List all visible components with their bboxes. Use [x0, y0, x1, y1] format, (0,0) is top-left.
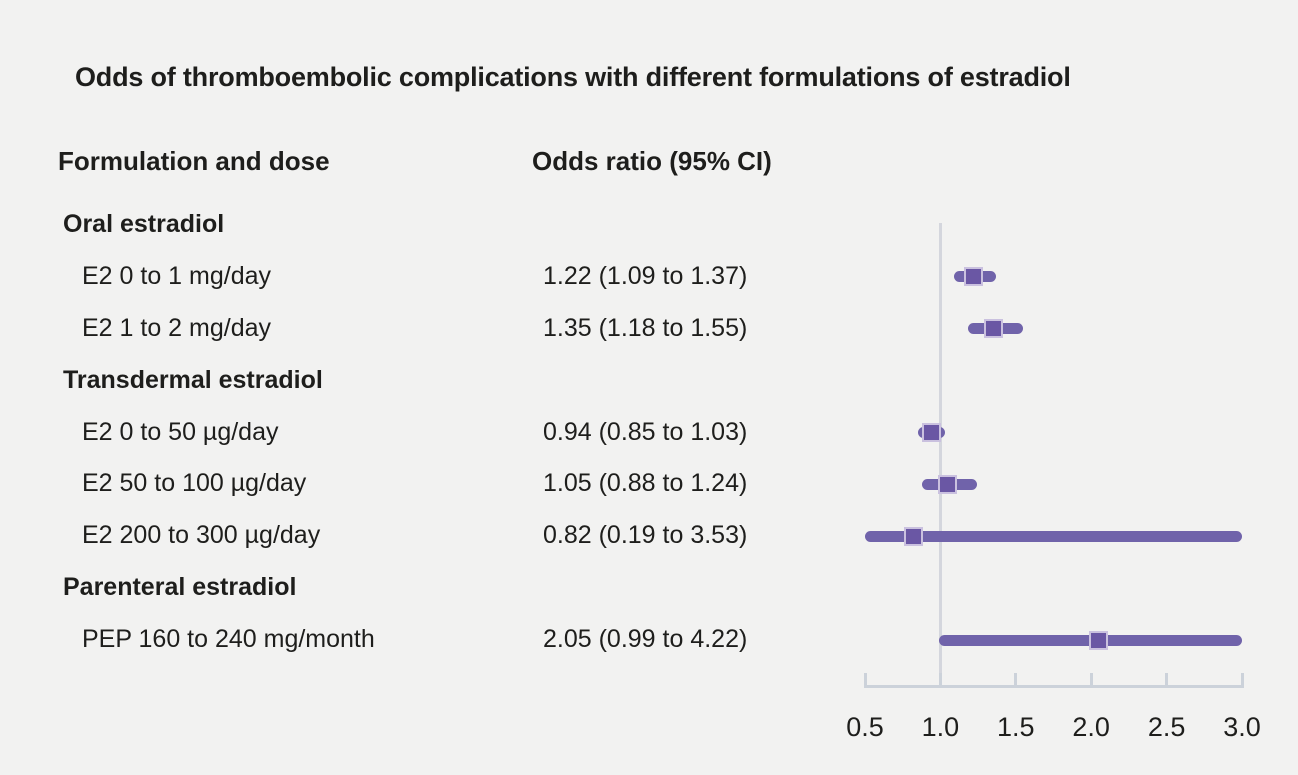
x-axis-tick — [1089, 673, 1093, 685]
or-value: 1.22 (1.09 to 1.37) — [543, 261, 748, 290]
column-header-formulation: Formulation and dose — [58, 146, 330, 176]
estimate-marker — [964, 267, 984, 287]
x-axis-tick — [863, 673, 867, 685]
x-axis-tick — [1014, 673, 1018, 685]
x-axis-tick-label: 3.0 — [1223, 712, 1261, 742]
x-axis-tick-label: 2.5 — [1147, 712, 1186, 742]
or-value: 0.82 (0.19 to 3.53) — [543, 521, 748, 550]
column-header-odds-ratio: Odds ratio (95% CI) — [532, 146, 772, 176]
estimate-marker — [983, 319, 1003, 339]
or-value: 1.35 (1.18 to 1.55) — [543, 313, 748, 342]
x-axis-line — [863, 685, 1244, 688]
reference-line — [938, 223, 942, 688]
row-label: E2 200 to 300 µg/day — [82, 521, 321, 550]
row-label-group: Oral estradiol — [63, 210, 225, 238]
x-axis-tick-label: 2.0 — [1072, 712, 1110, 742]
x-axis-tick-label: 0.5 — [846, 712, 884, 742]
row-label: E2 0 to 50 µg/day — [82, 417, 279, 446]
estimate-marker — [921, 423, 941, 442]
x-axis-tick — [1165, 673, 1169, 685]
x-axis-tick — [938, 673, 942, 685]
row-label-group: Parenteral estradiol — [63, 573, 297, 602]
ci-line — [865, 530, 1242, 542]
row-label: E2 1 to 2 mg/day — [82, 313, 272, 342]
chart-title: Odds of thromboembolic complications wit… — [75, 62, 1071, 92]
row-label-group: Transdermal estradiol — [63, 365, 323, 394]
or-value: 0.94 (0.85 to 1.03) — [543, 417, 748, 446]
estimate-marker — [1089, 630, 1109, 650]
or-value: 2.05 (0.99 to 4.22) — [543, 625, 748, 653]
row-label: E2 0 to 1 mg/day — [82, 261, 272, 290]
or-value: 1.05 (0.88 to 1.24) — [543, 469, 748, 498]
estimate-marker — [938, 474, 958, 494]
row-label: PEP 160 to 240 mg/month — [82, 625, 375, 653]
estimate-marker — [903, 526, 923, 546]
row-label: E2 50 to 100 µg/day — [82, 469, 307, 498]
x-axis-tick — [1240, 673, 1244, 685]
x-axis-tick-label: 1.0 — [921, 712, 960, 742]
x-axis-tick-label: 1.5 — [997, 712, 1035, 742]
